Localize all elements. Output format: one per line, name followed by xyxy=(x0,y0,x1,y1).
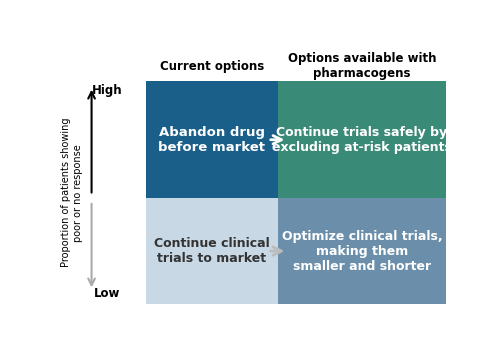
Text: Proportion of patients showing
poor or no response: Proportion of patients showing poor or n… xyxy=(62,118,83,267)
Bar xyxy=(278,198,446,304)
Text: Continue clinical
trials to market: Continue clinical trials to market xyxy=(154,237,270,265)
Bar xyxy=(278,81,446,198)
Text: Abandon drug
before market: Abandon drug before market xyxy=(158,126,265,154)
Text: High: High xyxy=(92,84,122,97)
Text: Optimize clinical trials,
making them
smaller and shorter: Optimize clinical trials, making them sm… xyxy=(282,230,442,272)
Text: Low: Low xyxy=(94,287,120,301)
Bar xyxy=(146,81,278,198)
Text: Continue trials safely by
excluding at-risk patients: Continue trials safely by excluding at-r… xyxy=(272,126,452,154)
Text: Current options: Current options xyxy=(160,60,264,73)
Text: Options available with
pharmacogens: Options available with pharmacogens xyxy=(288,52,436,80)
Bar xyxy=(146,198,278,304)
